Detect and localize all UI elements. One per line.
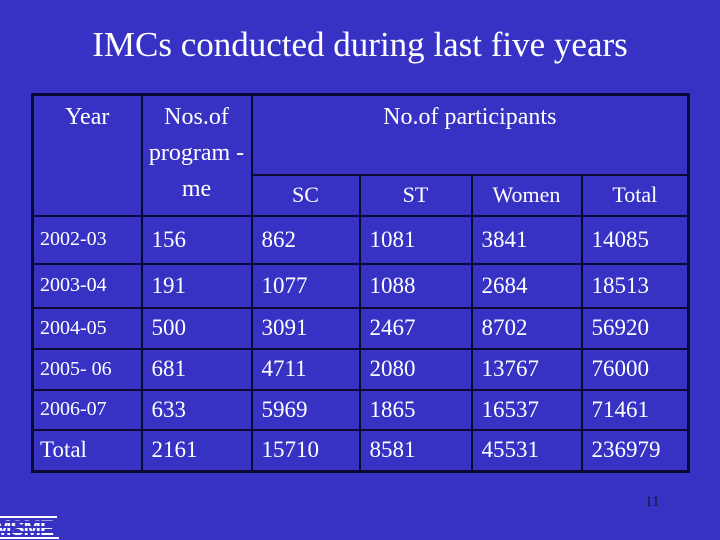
value-cell: 236979 xyxy=(580,428,690,473)
value-cell: 156 xyxy=(140,214,253,265)
value-cell: 13767 xyxy=(470,347,583,391)
value-cell: 862 xyxy=(250,214,361,265)
value-cell: 191 xyxy=(140,262,253,309)
value-cell: 5969 xyxy=(250,388,361,431)
value-cell: 681 xyxy=(140,347,253,391)
year-cell: 2005- 06 xyxy=(31,347,143,391)
table-header-row: Year Nos.of program -me No.of participan… xyxy=(31,93,690,217)
table-row: 2003-04 191 1077 1088 2684 18513 xyxy=(31,262,690,309)
header-total: Total xyxy=(580,173,690,217)
header-year: Year xyxy=(31,93,143,217)
year-cell: 2006-07 xyxy=(31,388,143,431)
value-cell: 1081 xyxy=(358,214,473,265)
value-cell: 2467 xyxy=(358,306,473,350)
value-cell: 3091 xyxy=(250,306,361,350)
table-subheader-row: SC ST Women Total xyxy=(33,173,690,217)
value-cell: 8581 xyxy=(358,428,473,473)
year-cell: Total xyxy=(31,428,143,473)
value-cell: 15710 xyxy=(250,428,361,473)
header-programme: Nos.of program -me xyxy=(140,93,253,217)
year-cell: 2003-04 xyxy=(31,262,143,309)
slide-title: IMCs conducted during last five years xyxy=(92,25,628,64)
value-cell: 8702 xyxy=(470,306,583,350)
page-number: 11 xyxy=(645,494,660,510)
msme-logo: MSME xyxy=(0,516,61,540)
value-cell: 500 xyxy=(140,306,253,350)
value-cell: 76000 xyxy=(580,347,690,391)
value-cell: 71461 xyxy=(580,388,690,431)
value-cell: 56920 xyxy=(580,306,690,350)
header-st: ST xyxy=(358,173,473,217)
year-cell: 2002-03 xyxy=(31,214,143,265)
value-cell: 45531 xyxy=(470,428,583,473)
value-cell: 2080 xyxy=(358,347,473,391)
table-total-row: Total 2161 15710 8581 45531 236979 xyxy=(31,428,690,473)
value-cell: 2161 xyxy=(140,428,253,473)
header-sc: SC xyxy=(250,173,361,217)
year-cell: 2004-05 xyxy=(31,306,143,350)
table-row: 2004-05 500 3091 2467 8702 56920 xyxy=(31,306,690,350)
value-cell: 1077 xyxy=(250,262,361,309)
value-cell: 3841 xyxy=(470,214,583,265)
header-women: Women xyxy=(470,173,583,217)
value-cell: 1865 xyxy=(358,388,473,431)
value-cell: 2684 xyxy=(470,262,583,309)
header-participants: No.of participants xyxy=(250,93,690,176)
value-cell: 18513 xyxy=(580,262,690,309)
table-row: 2002-03 156 862 1081 3841 14085 xyxy=(31,214,690,265)
imc-table: Year Nos.of program -me No.of participan… xyxy=(31,93,691,473)
table-row: 2005- 06 681 4711 2080 13767 76000 xyxy=(31,347,690,391)
value-cell: 633 xyxy=(140,388,253,431)
value-cell: 1088 xyxy=(358,262,473,309)
value-cell: 16537 xyxy=(470,388,583,431)
value-cell: 4711 xyxy=(250,347,361,391)
value-cell: 14085 xyxy=(580,214,690,265)
table-row: 2006-07 633 5969 1865 16537 71461 xyxy=(31,388,690,431)
